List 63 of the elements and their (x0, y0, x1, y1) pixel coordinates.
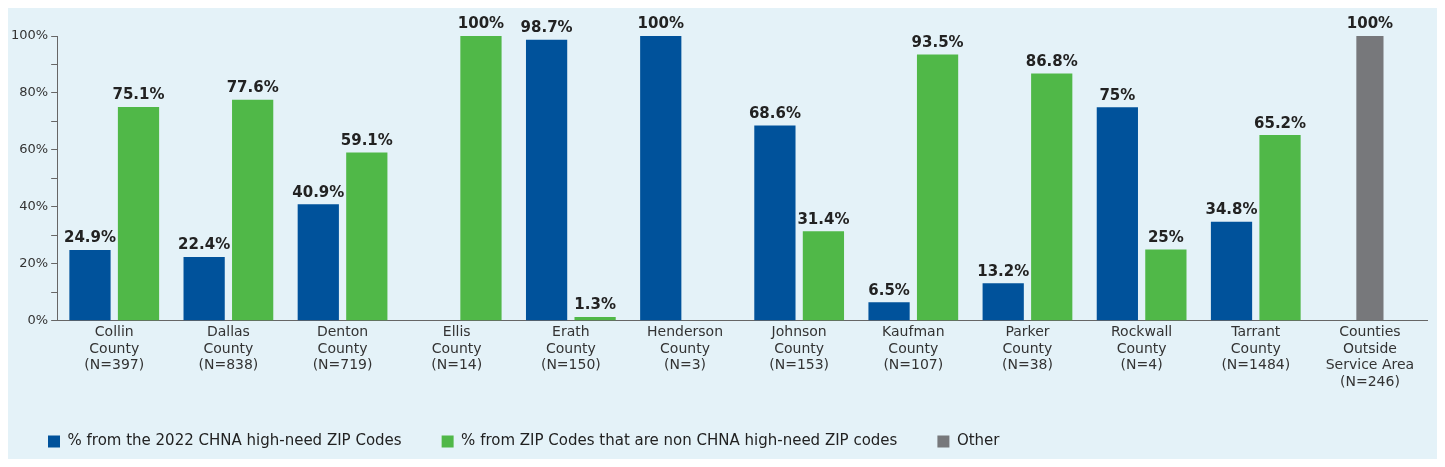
data-label: 68.6% (748, 103, 801, 122)
data-label: 75.1% (112, 85, 165, 104)
data-label: 98.7% (520, 18, 573, 37)
bar (525, 39, 568, 321)
y-tick-label: 60% (19, 141, 49, 157)
bar (868, 302, 910, 321)
x-tick-label: Henderson County (N=3) (647, 322, 724, 373)
data-label: 24.9% (63, 228, 117, 247)
bar (916, 54, 959, 321)
bar (1096, 107, 1138, 321)
y-tick-label: 40% (19, 198, 49, 214)
data-label: 40.9% (292, 182, 345, 201)
bar (1145, 249, 1187, 321)
legend-label: % from the 2022 CHNA high-need ZIP Codes (67, 431, 402, 450)
bar (1210, 221, 1253, 321)
y-tick-label: 20% (19, 255, 49, 271)
bar (69, 249, 111, 321)
x-tick-label: Counties Outside Service Area (N=246) (1325, 322, 1415, 390)
data-label: 6.5% (868, 280, 910, 299)
bar (1031, 73, 1073, 321)
data-label: 100% (1346, 14, 1394, 33)
legend-label: Other (956, 431, 1001, 450)
bar (1259, 135, 1301, 321)
x-tick-label: Johnson County (N=153) (769, 322, 830, 373)
data-label: 1.3% (574, 295, 616, 314)
bar (640, 36, 682, 321)
x-tick-label: Dallas County (N=838) (198, 322, 259, 373)
bar (117, 106, 160, 321)
data-label: 86.8% (1025, 51, 1078, 70)
data-label: 25% (1147, 227, 1184, 246)
bar (346, 152, 388, 321)
data-label: 22.4% (178, 235, 231, 254)
data-label: 93.5% (911, 32, 964, 51)
data-label: 75% (1099, 85, 1136, 104)
bar (297, 204, 339, 321)
bar (982, 283, 1024, 321)
x-tick-label: Parker County (N=38) (1001, 322, 1053, 373)
x-tick-label: Kaufman County (N=107) (882, 322, 945, 373)
x-tick-label: Erath County (N=150) (540, 322, 601, 373)
y-tick-label: 0% (27, 312, 49, 328)
y-tick-label: 80% (19, 84, 49, 100)
data-label: 100% (457, 14, 505, 33)
data-label: 34.8% (1205, 200, 1258, 219)
bar (183, 257, 225, 321)
x-tick-label: Rockwall County (N=4) (1110, 322, 1173, 373)
x-tick-label: Collin County (N=397) (84, 322, 145, 373)
bar (754, 125, 796, 321)
legend-label: % from ZIP Codes that are non CHNA high-need ZIP codes (461, 431, 898, 450)
x-tick-label: Ellis County (N=14) (431, 322, 483, 373)
data-label: 65.2% (1254, 113, 1307, 132)
data-label: 77.6% (226, 78, 279, 97)
data-label: 13.2% (977, 261, 1030, 280)
bar (574, 317, 616, 321)
x-tick-label: Tarrant County (N=1484) (1221, 322, 1291, 373)
x-tick-label: Denton County (N=719) (312, 322, 373, 373)
data-label: 100% (637, 14, 684, 33)
bar (802, 231, 845, 321)
bar (1356, 36, 1384, 321)
y-tick-label: 100% (10, 27, 49, 43)
bar (460, 36, 502, 321)
data-label: 31.4% (797, 209, 850, 228)
data-label: 59.1% (340, 130, 393, 149)
bar (232, 99, 274, 321)
